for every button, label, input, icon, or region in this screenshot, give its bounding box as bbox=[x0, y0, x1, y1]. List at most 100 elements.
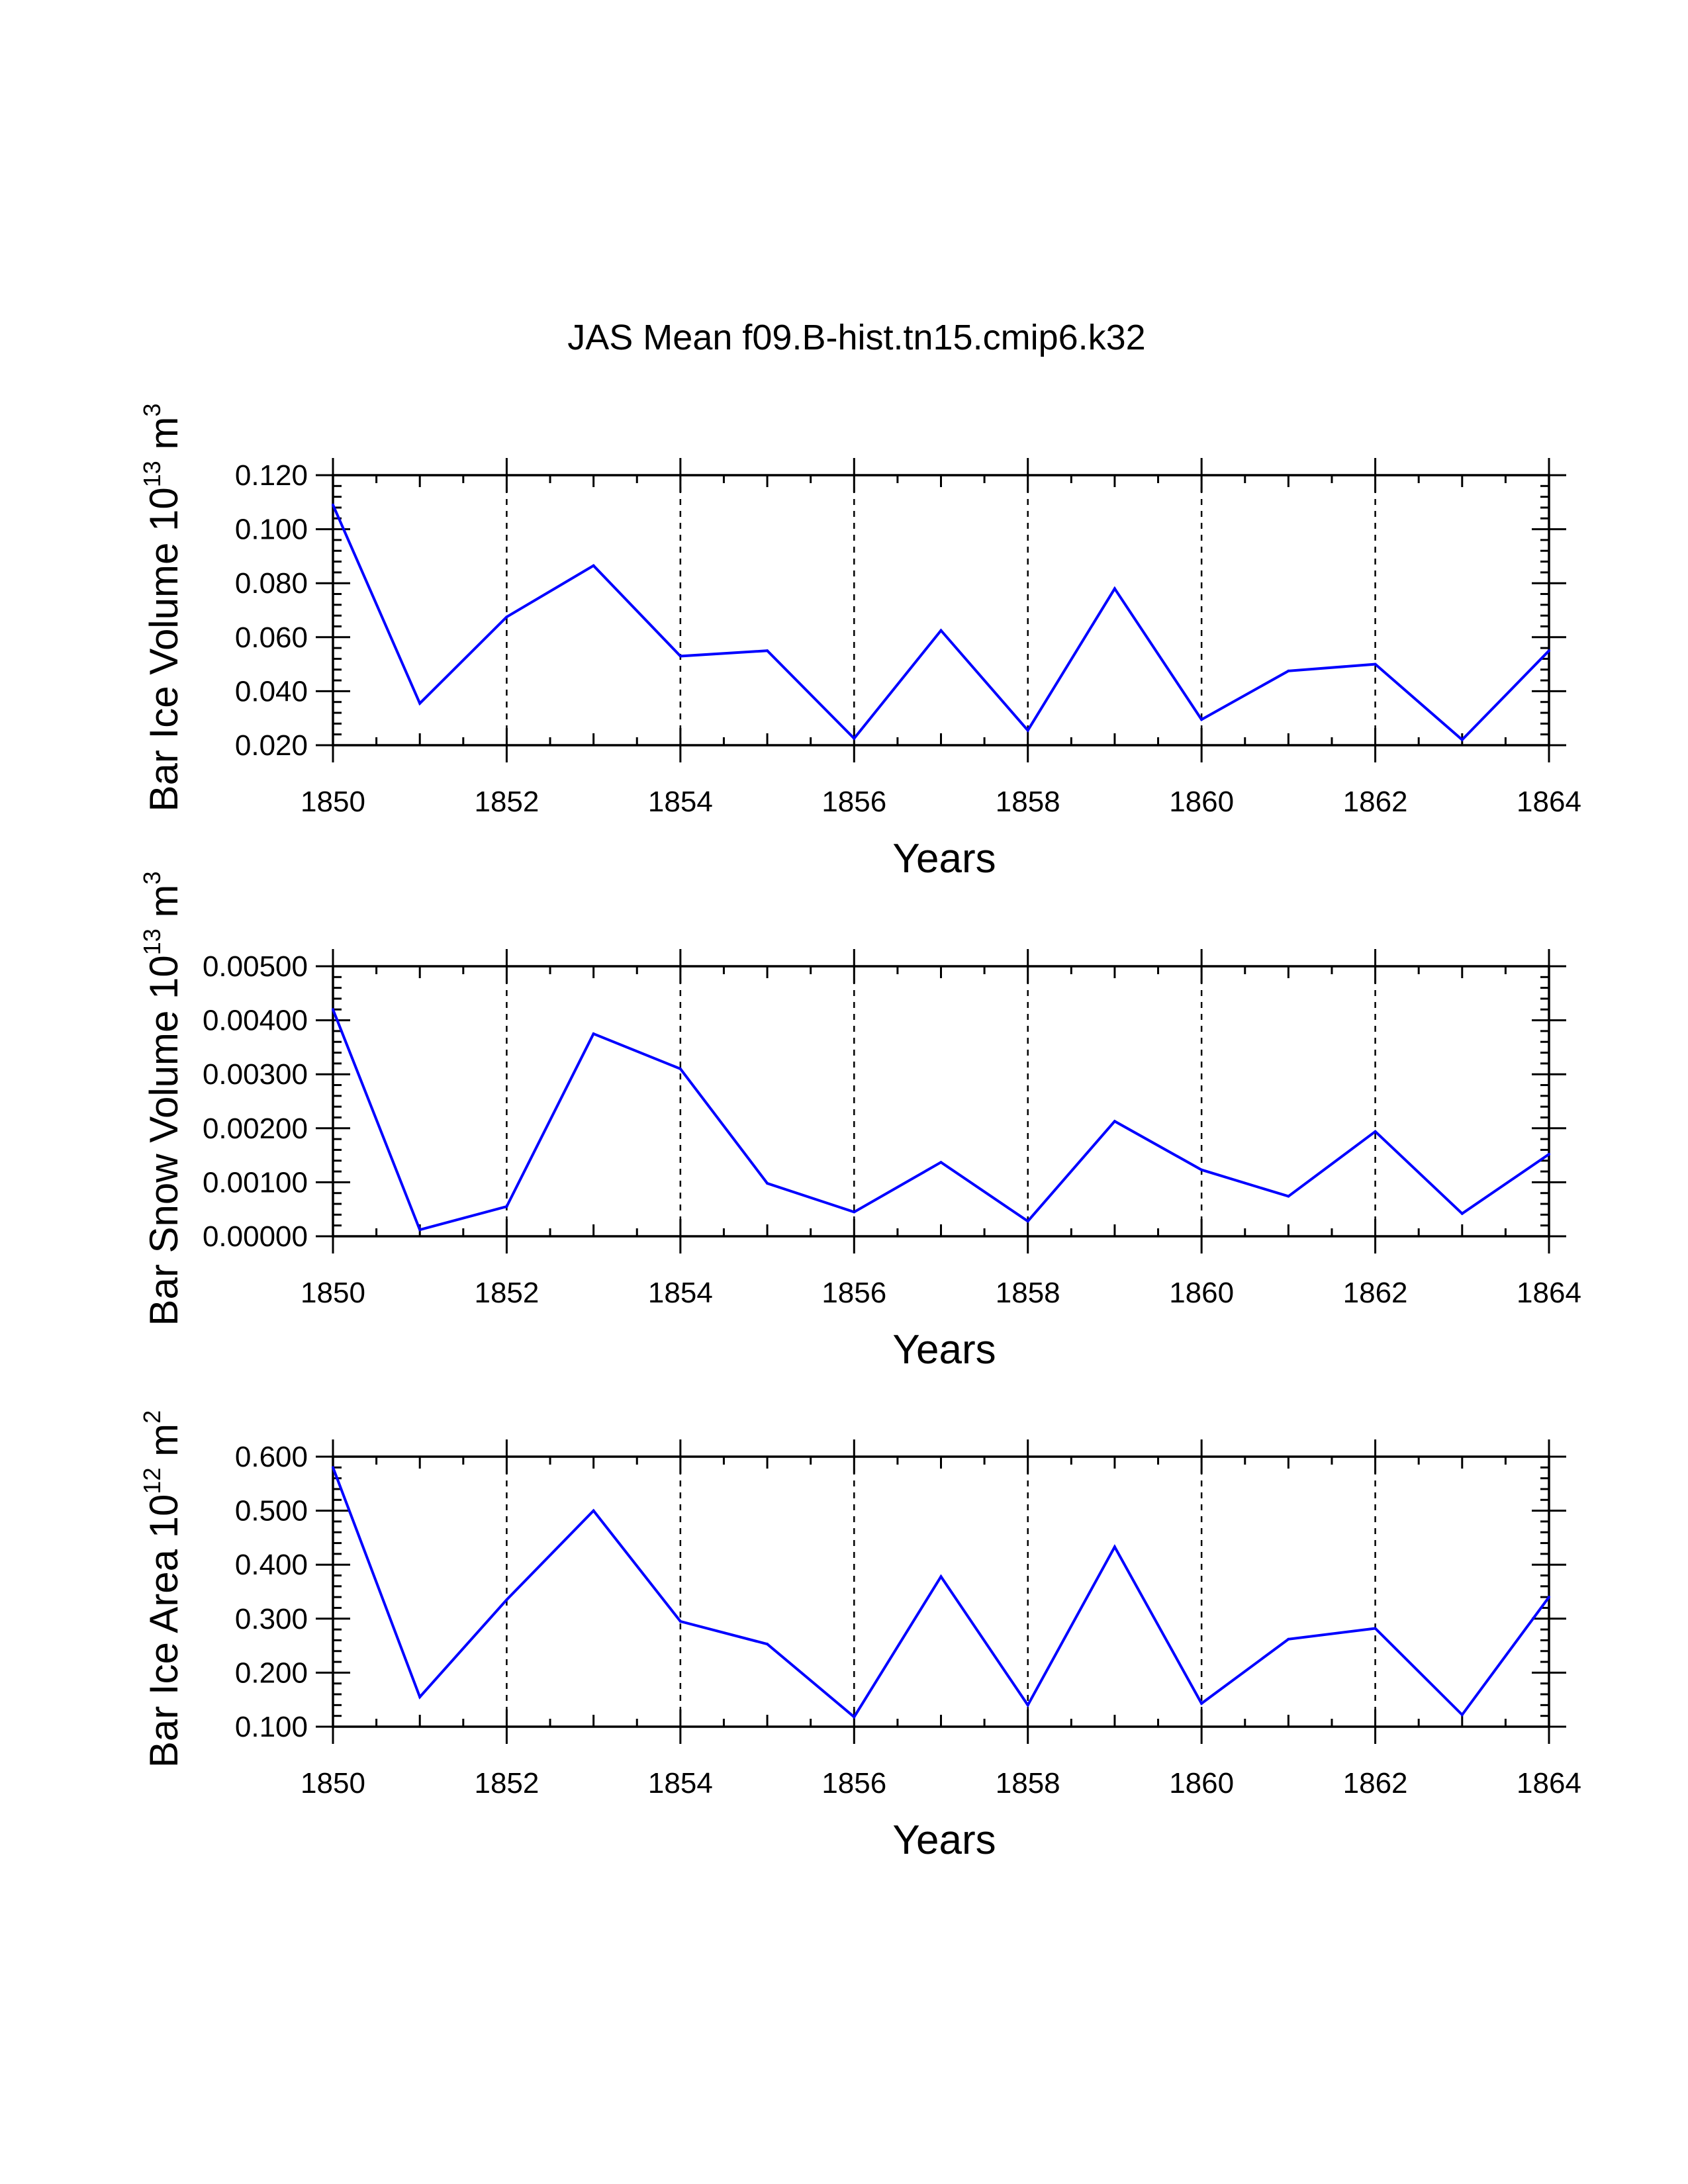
x-tick-label: 1856 bbox=[821, 1767, 886, 1799]
y-tick-label: 0.00200 bbox=[203, 1113, 308, 1145]
y-tick-label: 0.100 bbox=[235, 1711, 308, 1743]
y-tick-label: 0.020 bbox=[235, 729, 308, 762]
data-point bbox=[505, 1205, 508, 1208]
y-tick-label: 0.040 bbox=[235, 675, 308, 707]
data-line bbox=[332, 504, 1550, 742]
data-point bbox=[679, 1619, 682, 1623]
x-tick-label: 1862 bbox=[1343, 1277, 1408, 1309]
y-tick-label: 0.120 bbox=[235, 459, 308, 492]
data-point bbox=[1374, 662, 1377, 666]
data-point bbox=[1026, 729, 1029, 732]
x-tick-label: 1852 bbox=[474, 1767, 539, 1799]
x-tick-label: 1860 bbox=[1169, 1277, 1234, 1309]
data-point bbox=[1548, 1152, 1550, 1156]
data-point bbox=[418, 1696, 422, 1699]
data-point bbox=[1548, 649, 1550, 653]
x-tick-label: 1854 bbox=[648, 1767, 713, 1799]
data-point bbox=[1548, 1596, 1550, 1599]
x-tick-label: 1860 bbox=[1169, 1767, 1234, 1799]
x-axis-label: Years bbox=[892, 1817, 996, 1863]
y-tick-label: 0.600 bbox=[235, 1441, 308, 1473]
figure-title: JAS Mean f09.B-hist.tn15.cmip6.k32 bbox=[567, 318, 1145, 357]
chart-panel-1: 0.020 0.040 0.060 0.080 0.100 0.120 1850 1852 18… bbox=[138, 403, 1581, 882]
x-tick-label: 1864 bbox=[1517, 1767, 1581, 1799]
data-point bbox=[332, 503, 334, 506]
x-axis-label: Years bbox=[892, 836, 996, 882]
y-tick-label: 0.00100 bbox=[203, 1166, 308, 1199]
data-point bbox=[1113, 1120, 1116, 1123]
x-tick-label: 1862 bbox=[1343, 786, 1408, 818]
data-point bbox=[418, 702, 422, 705]
data-point bbox=[1374, 1130, 1377, 1133]
y-tick-label: 0.00300 bbox=[203, 1058, 308, 1091]
data-point bbox=[505, 615, 508, 619]
data-point bbox=[766, 1643, 769, 1646]
data-point bbox=[1287, 1637, 1290, 1641]
plot-frame bbox=[332, 1455, 1550, 1728]
data-point bbox=[505, 1598, 508, 1602]
y-axis-label: Bar Ice Volume 1013 m3 bbox=[138, 403, 186, 811]
x-tick-label: 1850 bbox=[301, 1277, 365, 1309]
data-line bbox=[332, 1467, 1550, 1719]
data-point bbox=[1200, 1702, 1203, 1705]
data-point bbox=[1460, 1713, 1464, 1717]
x-tick-label: 1858 bbox=[996, 786, 1060, 818]
x-tick-label: 1854 bbox=[648, 786, 713, 818]
data-point bbox=[1287, 1195, 1290, 1198]
data-point bbox=[418, 1228, 422, 1232]
data-point bbox=[853, 1715, 856, 1719]
data-point bbox=[332, 1466, 334, 1469]
data-point bbox=[939, 1161, 943, 1164]
x-tick-label: 1864 bbox=[1517, 786, 1581, 818]
x-tick-label: 1856 bbox=[821, 786, 886, 818]
data-point bbox=[1374, 1627, 1377, 1630]
data-point bbox=[592, 1509, 595, 1512]
y-axis-label: Bar Ice Area 1012 m2 bbox=[138, 1410, 186, 1768]
data-point bbox=[939, 1575, 943, 1578]
data-point bbox=[853, 1210, 856, 1214]
x-tick-label: 1858 bbox=[996, 1277, 1060, 1309]
data-point bbox=[1200, 1168, 1203, 1171]
x-tick-label: 1850 bbox=[301, 786, 365, 818]
x-tick-label: 1858 bbox=[996, 1767, 1060, 1799]
y-tick-label: 0.00400 bbox=[203, 1005, 308, 1037]
x-axis-label: Years bbox=[892, 1327, 996, 1373]
x-tick-label: 1852 bbox=[474, 1277, 539, 1309]
data-point bbox=[1200, 718, 1203, 721]
data-point bbox=[1287, 669, 1290, 672]
data-point bbox=[939, 629, 943, 632]
data-point bbox=[766, 649, 769, 653]
x-tick-label: 1864 bbox=[1517, 1277, 1581, 1309]
y-tick-label: 0.080 bbox=[235, 567, 308, 600]
y-tick-label: 0.00000 bbox=[203, 1220, 308, 1253]
data-point bbox=[766, 1182, 769, 1185]
data-line bbox=[332, 1009, 1550, 1232]
data-point bbox=[679, 1068, 682, 1071]
data-point bbox=[853, 737, 856, 740]
y-axis-label: Bar Snow Volume 1013 m3 bbox=[138, 871, 186, 1326]
data-point bbox=[332, 1008, 334, 1011]
data-point bbox=[1113, 587, 1116, 590]
y-tick-label: 0.200 bbox=[235, 1657, 308, 1689]
chart-panel-2: 0.00000 0.00100 0.00200 0.00300 0.00400 0.005… bbox=[138, 871, 1581, 1373]
chart-panel-3: 0.100 0.200 0.300 0.400 0.500 0.600 1850 1852 18… bbox=[138, 1410, 1581, 1863]
y-tick-label: 0.400 bbox=[235, 1549, 308, 1581]
y-tick-label: 0.500 bbox=[235, 1495, 308, 1527]
x-tick-label: 1852 bbox=[474, 786, 539, 818]
data-point bbox=[592, 1032, 595, 1035]
plot-frame bbox=[332, 474, 1550, 747]
y-tick-label: 0.060 bbox=[235, 621, 308, 654]
data-point bbox=[679, 655, 682, 658]
chart-panels: 0.020 0.040 0.060 0.080 0.100 0.120 1850 1852 18… bbox=[138, 403, 1581, 1863]
data-point bbox=[1026, 1220, 1029, 1223]
x-tick-label: 1854 bbox=[648, 1277, 713, 1309]
data-point bbox=[1460, 738, 1464, 741]
x-tick-label: 1860 bbox=[1169, 786, 1234, 818]
data-point bbox=[1460, 1212, 1464, 1215]
data-point bbox=[1113, 1545, 1116, 1549]
data-point bbox=[1026, 1704, 1029, 1707]
x-tick-label: 1862 bbox=[1343, 1767, 1408, 1799]
y-tick-label: 0.100 bbox=[235, 514, 308, 546]
data-point bbox=[592, 564, 595, 567]
